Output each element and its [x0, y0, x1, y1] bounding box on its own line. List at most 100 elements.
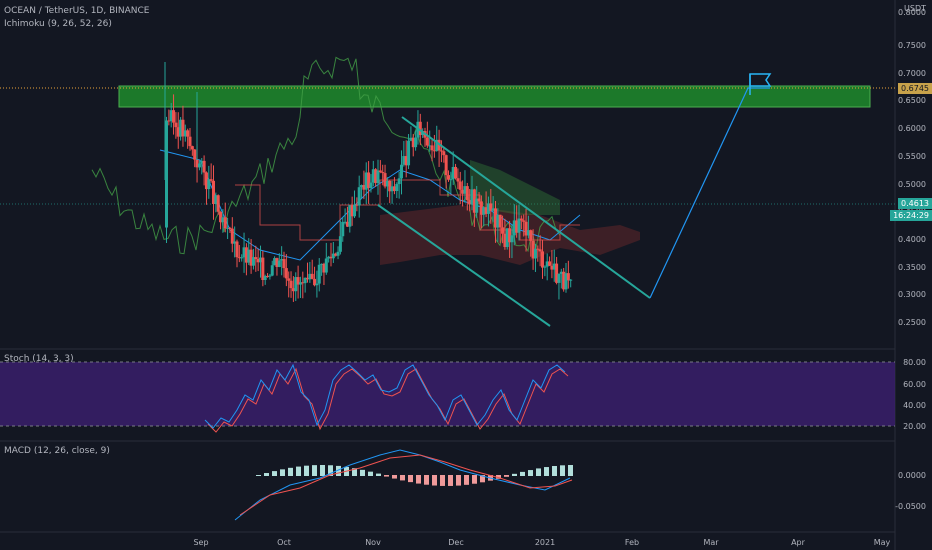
price-tick: 0.5500: [898, 152, 926, 161]
stoch-tick: 60.00: [903, 380, 926, 389]
base-line: [235, 179, 580, 241]
candle-body: [428, 145, 432, 147]
candle-body: [531, 240, 535, 259]
candle-body: [202, 160, 206, 173]
candle-body: [367, 172, 371, 188]
candle-body: [172, 110, 176, 123]
candle-body: [259, 257, 262, 263]
macd-histogram-bar: [504, 475, 509, 477]
candle-body: [275, 258, 279, 267]
macd-histogram-bar: [424, 475, 429, 485]
stoch-tick: 20.00: [903, 422, 926, 431]
candle-body: [294, 277, 298, 292]
candle-body: [165, 120, 168, 228]
macd-tick: 0.0000: [898, 471, 926, 480]
candle-body: [472, 189, 476, 213]
projection-path: [649, 87, 770, 299]
time-tick: Mar: [703, 538, 719, 547]
macd-histogram-bar: [448, 475, 453, 486]
candle-body: [268, 275, 272, 277]
candle-body: [543, 266, 547, 268]
candle-body: [289, 280, 293, 289]
candle-body: [505, 228, 509, 247]
time-tick: May: [873, 538, 891, 547]
macd-histogram-bar: [520, 471, 525, 476]
resistance-zone: [118, 85, 871, 108]
candle-body: [529, 230, 533, 241]
time-tick: Nov: [365, 538, 381, 547]
candle-body: [364, 172, 368, 190]
candle-body: [395, 184, 399, 192]
candle-body: [242, 247, 246, 258]
candle-body: [439, 150, 443, 152]
candle-body: [477, 198, 481, 202]
candle-body: [303, 277, 307, 284]
price-tick: 0.2500: [898, 318, 926, 327]
candle-body: [230, 228, 234, 244]
stoch-label[interactable]: Stoch (14, 3, 3): [4, 354, 74, 364]
ichimoku-label[interactable]: Ichimoku (9, 26, 52, 26): [4, 19, 112, 29]
candle-body: [322, 263, 326, 273]
time-tick: Apr: [791, 538, 805, 547]
candle-body: [524, 221, 528, 236]
candle-body: [226, 227, 230, 229]
candle-body: [458, 181, 462, 190]
stoch-tick: 40.00: [903, 401, 926, 410]
candle-body: [353, 204, 356, 217]
price-tick: 0.7500: [898, 41, 926, 50]
candle-body: [207, 179, 211, 190]
candle-body: [526, 230, 530, 236]
macd-label[interactable]: MACD (12, 26, close, 9): [4, 446, 110, 456]
candle-body: [219, 211, 223, 223]
candle-body: [360, 185, 364, 188]
candle-body: [503, 233, 507, 247]
candle-body: [308, 273, 312, 280]
candle-body: [442, 151, 446, 156]
candle-body: [515, 220, 519, 233]
time-tick: Sep: [193, 538, 209, 547]
candle-body: [266, 276, 270, 278]
macd-histogram-bar: [368, 471, 373, 476]
candle-body: [454, 166, 458, 179]
candle-body: [479, 201, 483, 215]
candle-body: [247, 249, 251, 263]
macd-histogram-bar: [528, 470, 533, 476]
flag-icon: [749, 73, 772, 87]
candle-body: [320, 263, 324, 265]
time-tick: Feb: [624, 538, 640, 547]
candle-body: [244, 247, 248, 263]
candle-body: [223, 217, 227, 229]
candle-body: [197, 163, 201, 168]
ichimoku-cloud: [470, 160, 560, 215]
candle-body: [522, 220, 526, 222]
macd-histogram-bar: [568, 465, 573, 476]
candle-body: [362, 185, 366, 190]
candle-body: [512, 220, 516, 236]
candle-body: [414, 137, 418, 148]
macd-histogram-bar: [392, 475, 397, 479]
candle-body: [317, 264, 321, 284]
candle-body: [371, 169, 375, 183]
macd-histogram-bar: [408, 475, 413, 483]
candle-body: [552, 263, 556, 270]
candle-body: [374, 169, 378, 184]
macd-histogram-bar: [496, 475, 501, 479]
candle-body: [491, 208, 495, 211]
candle-body: [566, 273, 570, 281]
macd-histogram-bar: [336, 465, 341, 476]
time-tick: Oct: [277, 538, 291, 547]
macd-histogram-bar: [440, 475, 445, 486]
macd-histogram-bar: [432, 475, 437, 486]
candle-body: [430, 145, 434, 151]
candle-body: [536, 248, 540, 250]
candle-body: [559, 271, 563, 274]
candle-body: [282, 259, 286, 269]
candle-body: [461, 189, 465, 194]
macd-histogram-bar: [416, 475, 421, 484]
candle-body: [390, 186, 394, 192]
candle-body: [195, 159, 199, 168]
candle-body: [432, 150, 436, 152]
symbol-title: OCEAN / TetherUS, 1D, BINANCE: [4, 6, 150, 16]
candle-body: [444, 155, 448, 176]
